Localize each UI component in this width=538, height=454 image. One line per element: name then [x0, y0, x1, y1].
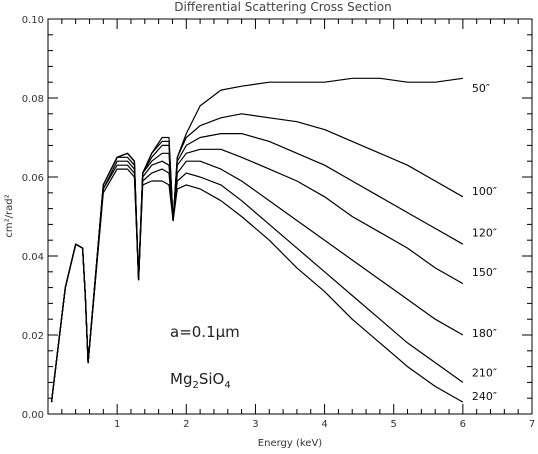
series-line-3	[50, 148, 464, 403]
x-tick-label: 1	[114, 419, 120, 430]
composition-mid: SiO	[199, 370, 225, 388]
x-tick-label: 7	[529, 419, 535, 430]
x-tick-label: 2	[183, 419, 189, 430]
chart-title: Differential Scattering Cross Section	[174, 0, 391, 14]
series-lines	[50, 77, 464, 403]
x-tick-label: 5	[391, 419, 397, 430]
axis-ticks	[48, 18, 533, 415]
series-label-2: 120″	[472, 226, 497, 239]
y-tick-label: 0.10	[22, 15, 44, 26]
series-label-5: 210″	[472, 367, 497, 380]
composition-base: Mg	[170, 370, 192, 388]
particle-size-annotation: a=0.1μm	[170, 323, 240, 341]
y-tick-label: 0.04	[22, 252, 44, 263]
series-label-1: 100″	[472, 185, 497, 198]
composition-sub1: 2	[192, 380, 198, 391]
series-line-4	[50, 160, 464, 403]
series-labels: 50″ 100″ 120″ 150″ 180″ 210″ 240″	[472, 82, 497, 403]
series-line-0	[50, 77, 463, 403]
y-tick-label: 0.02	[22, 331, 44, 342]
y-tick-label: 0.00	[22, 410, 44, 421]
series-line-5	[50, 164, 464, 403]
series-label-0: 50″	[472, 82, 490, 95]
series-label-4: 180″	[472, 327, 497, 340]
series-label-3: 150″	[472, 266, 497, 279]
x-tick-label: 4	[321, 419, 327, 430]
axis-tick-labels: 1 2 3 4 5 6 7 0.00 0.02 0.04 0.06 0.08 0.10	[22, 15, 535, 430]
composition-sub2: 4	[224, 380, 230, 391]
plot-frame	[47, 18, 533, 415]
series-line-6	[50, 168, 464, 403]
x-tick-label: 3	[252, 419, 258, 430]
y-tick-label: 0.06	[22, 173, 44, 184]
x-tick-label: 6	[460, 419, 466, 430]
series-label-6: 240″	[472, 390, 497, 403]
x-axis-label: Energy (keV)	[258, 438, 323, 449]
series-line-1	[50, 113, 464, 403]
y-axis-label: cm²/rad²	[4, 194, 15, 237]
y-tick-label: 0.08	[22, 94, 44, 105]
composition-annotation: Mg2SiO4	[170, 370, 231, 391]
